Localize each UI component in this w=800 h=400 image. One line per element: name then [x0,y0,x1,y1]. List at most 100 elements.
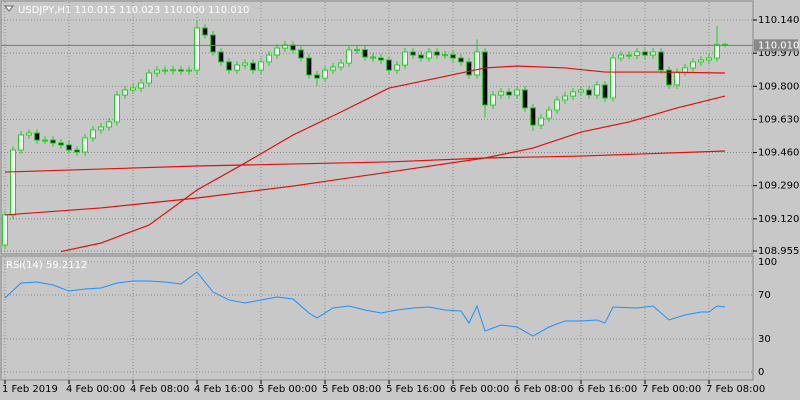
x-tick-label: 6 Feb 00:00 [450,384,509,395]
candle-body [330,66,336,71]
candle-body [490,94,496,106]
candle-body [698,59,704,63]
candle-body [562,95,568,101]
candle-body [386,59,392,71]
candle-body [226,61,232,71]
candle-body [18,134,24,151]
y-tick-label: 109.290 [758,181,799,192]
candle-body [26,132,32,136]
candle-body [258,61,264,71]
candle-body [634,51,640,56]
current-price-label: 110.010 [758,40,799,51]
candle-body [178,69,184,72]
candle-body [50,139,56,144]
candle-body [234,64,240,71]
candle-body [426,51,432,59]
candle-body [66,144,72,151]
candle-body [154,69,160,74]
candle-body [394,64,400,71]
candle-body [146,72,152,84]
candle-body [106,121,112,128]
candle-body [410,51,416,56]
candle-body [378,57,384,61]
symbol-icon [3,5,15,12]
candle-body [674,71,680,86]
candle-body [354,49,360,52]
candle-body [458,57,464,63]
x-tick-label: 6 Feb 16:00 [578,384,637,395]
candle-body [618,54,624,59]
candle-body [554,99,560,111]
candle-body [322,69,328,79]
candle-body [498,91,504,96]
candle-body [666,69,672,86]
candle-body [242,62,248,66]
x-tick-label: 5 Feb 00:00 [258,384,317,395]
candle-body [370,56,376,59]
x-tick-label: 6 Feb 08:00 [514,384,573,395]
candle-body [250,62,256,71]
candle-body [10,149,16,216]
candle-body [506,91,512,96]
candle-body [58,142,64,146]
y-tick-label: 109.120 [758,214,799,225]
y-tick-label: 109.630 [758,114,799,125]
candle-body [170,69,176,72]
candle-body [602,84,608,99]
y-tick-label: 109.800 [758,81,799,92]
candle-body [538,117,544,126]
candle-body [122,89,128,96]
candle-body [482,51,488,106]
candle-body [90,129,96,139]
y-tick-label: 109.460 [758,148,799,159]
candle-body [202,27,208,36]
candle-body [594,84,600,96]
y-tick-label: 110.140 [758,15,799,26]
y-tick-label: 0 [758,367,764,378]
rsi-title: RSI(14) 59.2112 [6,260,87,271]
candle-body [218,51,224,63]
candle-body [610,57,616,99]
candle-body [210,34,216,53]
current-price-box [754,39,798,52]
x-tick-label: 7 Feb 00:00 [642,384,701,395]
y-tick-label: 100 [758,257,777,268]
x-tick-label: 7 Feb 08:00 [706,384,765,395]
candle-body [450,54,456,59]
candle-body [162,69,168,72]
y-tick-label: 30 [758,334,771,345]
candle-body [306,57,312,76]
candle-body [362,49,368,58]
candle-body [682,67,688,73]
candle-body [314,74,320,79]
candle-body [338,62,344,68]
moving-average [60,65,726,253]
candle-body [186,69,192,72]
candle-body [546,109,552,119]
candle-body [42,139,48,142]
rsi-line [4,271,726,337]
candle-body [650,51,656,56]
candle-body [138,82,144,89]
candle-body [466,61,472,76]
candle-body [434,51,440,56]
candle-body [418,54,424,59]
x-tick-label: 5 Feb 08:00 [322,384,381,395]
y-tick-label: 108.955 [758,246,799,257]
candle-body [530,107,536,126]
candle-body [514,89,520,96]
x-tick-label: 4 Feb 00:00 [66,384,125,395]
y-tick-label: 109.970 [758,48,799,59]
candle-body [98,126,104,131]
candle-body [402,51,408,66]
candle-body [570,91,576,97]
rsi-panel [0,255,754,381]
candle-body [74,149,80,153]
x-tick-label: 4 Feb 08:00 [130,384,189,395]
candle-body [82,137,88,153]
moving-average [4,150,726,173]
chart-title: USDJPY,H1 110.015 110.023 110.000 110.01… [18,5,249,16]
candle-body [658,51,664,71]
